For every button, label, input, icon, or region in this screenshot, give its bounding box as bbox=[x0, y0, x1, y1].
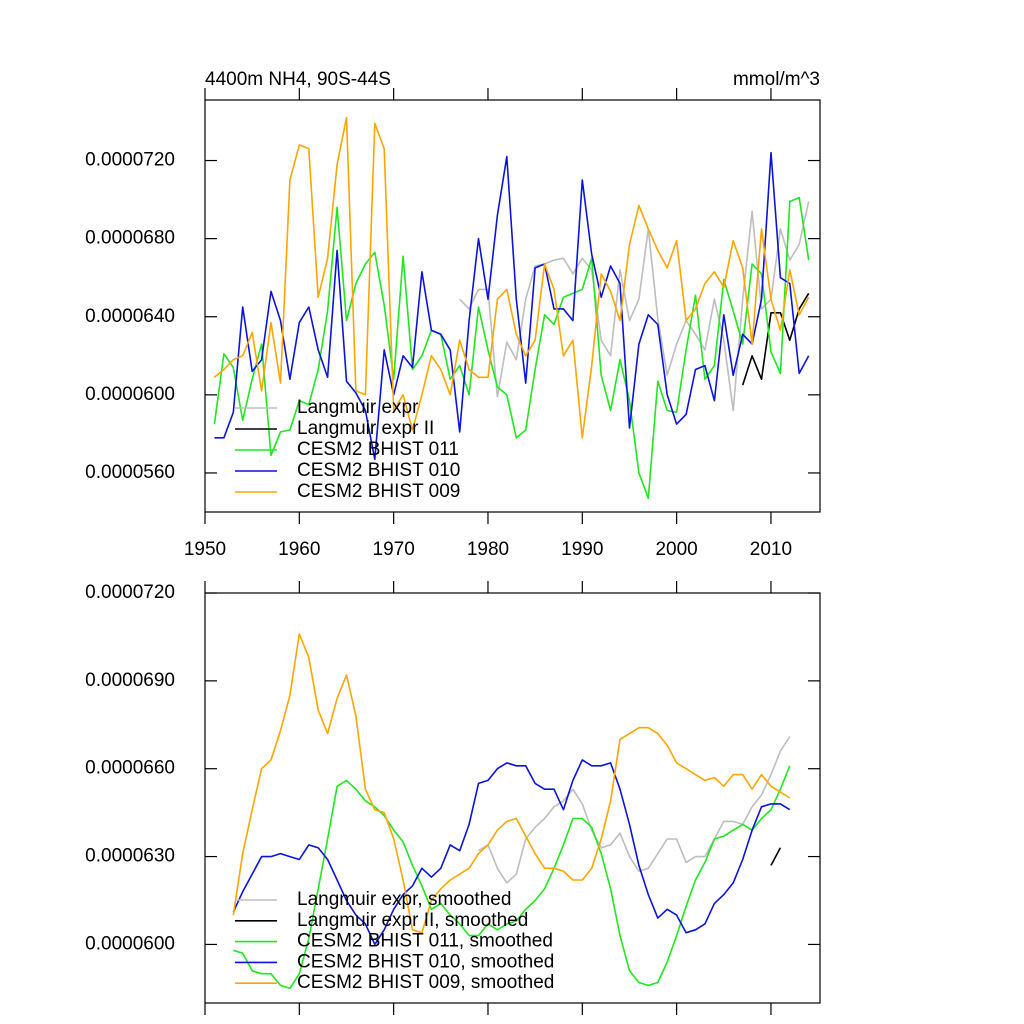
x-tick-label: 1980 bbox=[467, 539, 509, 560]
data-line bbox=[232, 759, 791, 946]
legend-label: CESM2 BHIST 009, smoothed bbox=[297, 972, 554, 993]
y-tick-label: 0.0000720 bbox=[85, 150, 175, 171]
data-line bbox=[459, 201, 810, 412]
data-line bbox=[233, 765, 791, 990]
y-tick-label: 0.0000690 bbox=[85, 670, 175, 691]
y-tick-label: 0.0000640 bbox=[85, 306, 175, 327]
x-tick-label: 1950 bbox=[184, 539, 226, 560]
data-line bbox=[232, 633, 791, 934]
legend-label: CESM2 BHIST 011 bbox=[297, 439, 459, 460]
legend-label: Langmuir expr, smoothed bbox=[297, 889, 511, 910]
chart-title: 4400m NH4, 90S-44S bbox=[205, 69, 391, 90]
y-tick-label: 0.0000660 bbox=[85, 758, 175, 779]
legend-label: Langmuir expr II bbox=[297, 418, 434, 439]
legend-label: CESM2 BHIST 010 bbox=[297, 460, 460, 481]
y-tick-label: 0.0000720 bbox=[85, 582, 175, 603]
y-tick-label: 0.0000630 bbox=[85, 846, 175, 867]
legend-label: CESM2 BHIST 011, smoothed bbox=[297, 931, 553, 952]
y-tick-label: 0.0000600 bbox=[85, 384, 175, 405]
y-tick-label: 0.0000560 bbox=[85, 462, 175, 483]
legend-label: Langmuir expr bbox=[297, 397, 419, 418]
data-line bbox=[478, 736, 791, 884]
y-tick-label: 0.0000600 bbox=[85, 933, 175, 954]
y-tick-label: 0.0000680 bbox=[85, 228, 175, 249]
units-label: mmol/m^3 bbox=[733, 69, 820, 90]
legend-label: CESM2 BHIST 010, smoothed bbox=[297, 951, 554, 972]
data-line bbox=[213, 196, 810, 500]
data-line bbox=[214, 151, 810, 461]
x-tick-label: 1960 bbox=[278, 539, 320, 560]
legend-label: CESM2 BHIST 009 bbox=[297, 481, 460, 502]
data-line bbox=[213, 116, 810, 439]
legend-label: Langmuir expr II, smoothed bbox=[297, 910, 528, 931]
x-tick-label: 2000 bbox=[655, 539, 697, 560]
data-line bbox=[770, 847, 782, 866]
x-tick-label: 2010 bbox=[750, 539, 792, 560]
plot-frame bbox=[204, 99, 821, 513]
plot-frame bbox=[204, 592, 821, 1004]
x-tick-label: 1990 bbox=[561, 539, 603, 560]
x-tick-label: 1970 bbox=[373, 539, 415, 560]
